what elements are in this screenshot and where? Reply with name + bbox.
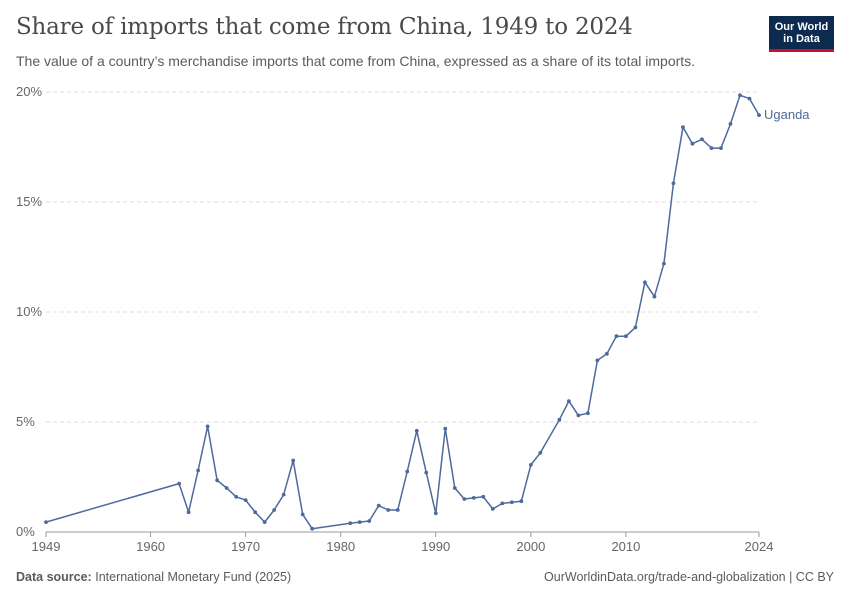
data-point xyxy=(490,507,495,511)
data-point xyxy=(719,146,723,151)
data-point xyxy=(253,510,258,515)
data-point xyxy=(538,450,543,455)
y-axis-ticks: 0% 5% 10% 15% 20% xyxy=(16,84,42,539)
data-point xyxy=(633,325,638,330)
chart-subtitle: The value of a country’s merchandise imp… xyxy=(16,53,696,69)
data-point xyxy=(566,399,571,403)
data-point xyxy=(671,181,676,186)
x-tick-label: 1980 xyxy=(326,539,355,554)
data-point xyxy=(662,261,666,266)
data-point xyxy=(690,141,695,146)
x-tick-label: 1990 xyxy=(421,539,450,554)
data-point xyxy=(405,469,410,474)
data-point xyxy=(291,458,296,463)
data-point xyxy=(709,146,714,151)
data-point xyxy=(414,428,419,433)
data-point xyxy=(652,294,657,299)
data-point xyxy=(500,501,505,506)
data-point xyxy=(557,417,562,422)
y-tick-label: 10% xyxy=(16,304,42,319)
data-point xyxy=(424,470,429,475)
logo-line-1: Our World xyxy=(774,21,829,33)
data-point xyxy=(44,520,48,524)
y-tick-label: 15% xyxy=(16,194,42,209)
data-point xyxy=(528,463,533,467)
data-point xyxy=(386,508,391,512)
data-point xyxy=(681,125,685,130)
x-tick-label: 2024 xyxy=(745,539,774,554)
footer-link[interactable]: OurWorldinData.org/trade-and-globalizati… xyxy=(544,570,834,584)
data-point xyxy=(471,496,476,500)
data-point xyxy=(433,511,438,516)
data-point xyxy=(595,358,600,363)
data-point xyxy=(395,508,400,512)
y-tick-label: 20% xyxy=(16,84,42,99)
data-point xyxy=(757,113,761,117)
data-point xyxy=(215,478,220,483)
data-point xyxy=(357,520,362,524)
data-point xyxy=(348,521,353,526)
data-point xyxy=(604,351,609,356)
x-axis: 1949 1960 1970 1980 1990 2000 2010 2024 xyxy=(32,531,774,554)
x-tick-label: 2000 xyxy=(516,539,545,554)
y-tick-label: 5% xyxy=(16,414,35,429)
data-point xyxy=(376,503,381,508)
data-point xyxy=(585,411,590,416)
data-point xyxy=(481,494,486,499)
data-point xyxy=(234,494,239,499)
data-point xyxy=(443,426,448,431)
series-label: Uganda xyxy=(764,107,810,122)
x-tick-label: 2010 xyxy=(611,539,640,554)
data-point xyxy=(224,486,229,490)
gridlines xyxy=(46,91,759,423)
data-point xyxy=(243,498,248,502)
data-point xyxy=(509,500,514,505)
owid-logo[interactable]: Our World in Data xyxy=(769,16,834,52)
data-point xyxy=(643,280,647,285)
source-text[interactable]: International Monetary Fund (2025) xyxy=(95,570,292,584)
data-point xyxy=(738,93,742,98)
data-point xyxy=(262,520,267,524)
data-point xyxy=(300,512,305,517)
data-point xyxy=(186,510,191,515)
data-point xyxy=(367,519,372,523)
y-tick-label: 0% xyxy=(16,524,35,539)
data-point xyxy=(205,424,210,429)
logo-line-2: in Data xyxy=(783,33,820,45)
data-point xyxy=(177,481,181,486)
series-group: Uganda xyxy=(44,93,810,531)
x-tick-label: 1960 xyxy=(136,539,165,554)
data-point xyxy=(747,96,752,101)
x-tick-label: 1949 xyxy=(32,539,61,554)
line-chart: 0% 5% 10% 15% 20% 1949 1960 1970 1980 1990 2000 20… xyxy=(16,84,810,554)
source-label: Data source: xyxy=(16,570,92,584)
data-point xyxy=(281,492,286,497)
data-point xyxy=(310,526,315,531)
data-point xyxy=(624,334,628,339)
data-point xyxy=(519,499,524,504)
data-source: Data source: International Monetary Fund… xyxy=(16,570,291,584)
x-tick-label: 1970 xyxy=(231,539,260,554)
data-point xyxy=(728,122,733,126)
data-point xyxy=(462,497,467,501)
chart-title: Share of imports that come from China, 1… xyxy=(16,14,633,40)
data-point xyxy=(452,486,457,490)
data-point xyxy=(272,508,277,512)
data-point xyxy=(700,137,704,142)
data-point xyxy=(196,468,201,473)
data-point xyxy=(614,334,619,339)
data-point xyxy=(576,413,581,418)
